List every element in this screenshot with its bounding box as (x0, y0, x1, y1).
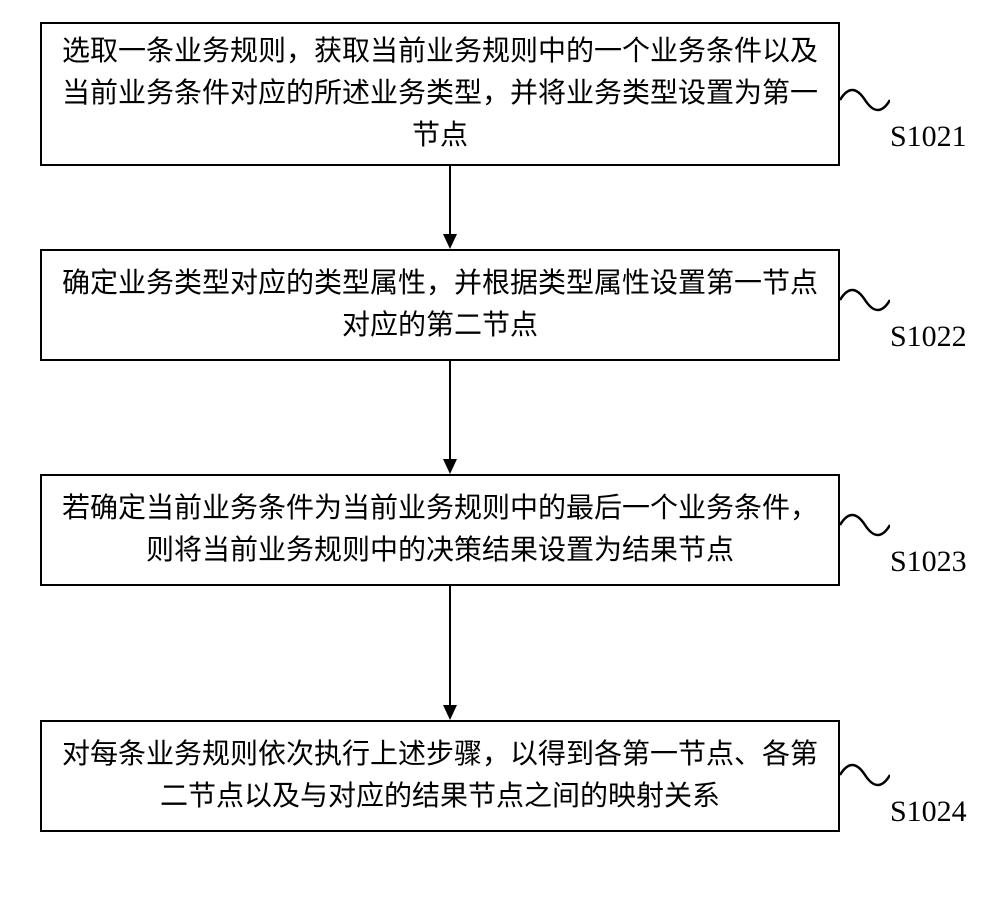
step-label-4: S1024 (890, 795, 967, 829)
step-text-3: 若确定当前业务条件为当前业务规则中的最后一个业务条件，则将当前业务规则中的决策结… (62, 488, 818, 572)
step-label-3: S1023 (890, 545, 967, 579)
wave-connector-2 (840, 280, 890, 330)
arrow-3 (440, 586, 460, 720)
step-text-2: 确定业务类型对应的类型属性，并根据类型属性设置第一节点对应的第二节点 (62, 263, 818, 347)
arrow-2 (440, 361, 460, 474)
step-box-1: 选取一条业务规则，获取当前业务规则中的一个业务条件以及当前业务条件对应的所述业务… (40, 22, 840, 166)
step-text-1: 选取一条业务规则，获取当前业务规则中的一个业务条件以及当前业务条件对应的所述业务… (62, 31, 818, 157)
step-box-2: 确定业务类型对应的类型属性，并根据类型属性设置第一节点对应的第二节点 (40, 249, 840, 361)
step-text-4: 对每条业务规则依次执行上述步骤，以得到各第一节点、各第二节点以及与对应的结果节点… (62, 734, 818, 818)
wave-connector-3 (840, 505, 890, 555)
step-label-2: S1022 (890, 320, 967, 354)
wave-connector-1 (840, 80, 890, 130)
step-label-1: S1021 (890, 120, 967, 154)
arrow-1 (440, 166, 460, 249)
step-box-3: 若确定当前业务条件为当前业务规则中的最后一个业务条件，则将当前业务规则中的决策结… (40, 474, 840, 586)
wave-connector-4 (840, 755, 890, 805)
step-box-4: 对每条业务规则依次执行上述步骤，以得到各第一节点、各第二节点以及与对应的结果节点… (40, 720, 840, 832)
flowchart-container: 选取一条业务规则，获取当前业务规则中的一个业务条件以及当前业务条件对应的所述业务… (0, 0, 1000, 897)
